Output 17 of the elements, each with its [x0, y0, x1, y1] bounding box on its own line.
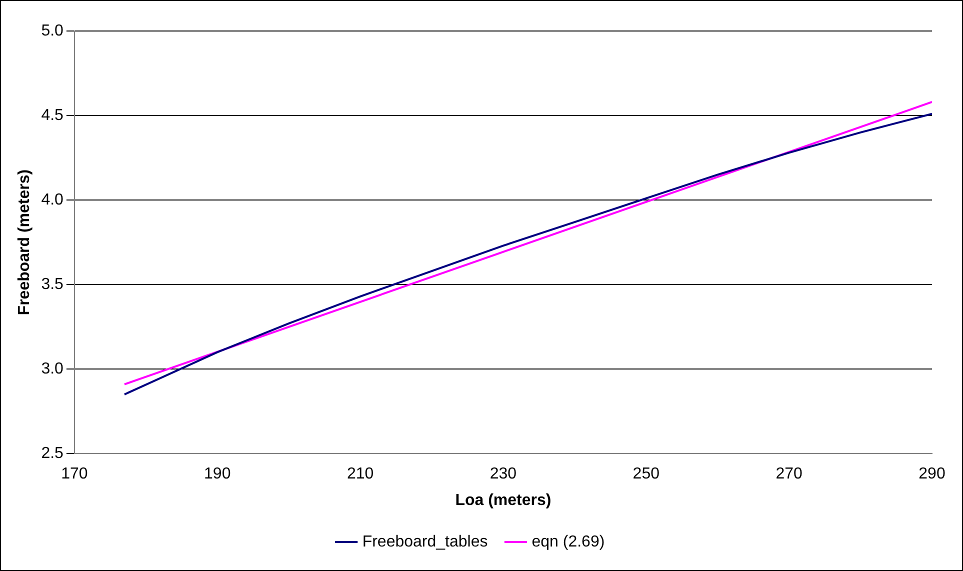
y-tick-label: 3.0	[41, 360, 64, 378]
y-tick-label: 4.5	[41, 106, 64, 124]
y-tick-label: 5.0	[41, 22, 64, 40]
legend-label: Freeboard_tables	[362, 533, 488, 550]
x-tick-label: 290	[918, 466, 946, 483]
legend-label: eqn (2.69)	[532, 533, 605, 550]
y-tick-label: 3.5	[41, 276, 64, 293]
x-tick-label: 250	[632, 466, 660, 483]
x-axis-title: Loa (meters)	[455, 492, 552, 509]
x-tick-label: 170	[61, 466, 88, 483]
y-axis-title: Freeboard (meters)	[16, 169, 34, 316]
y-tick-label: 2.5	[41, 445, 64, 462]
x-tick-label: 270	[776, 466, 803, 483]
x-tick-label: 210	[346, 466, 374, 483]
y-tick-label: 4.0	[41, 191, 64, 208]
x-tick-label: 190	[204, 466, 231, 483]
x-tick-label: 230	[490, 466, 517, 483]
